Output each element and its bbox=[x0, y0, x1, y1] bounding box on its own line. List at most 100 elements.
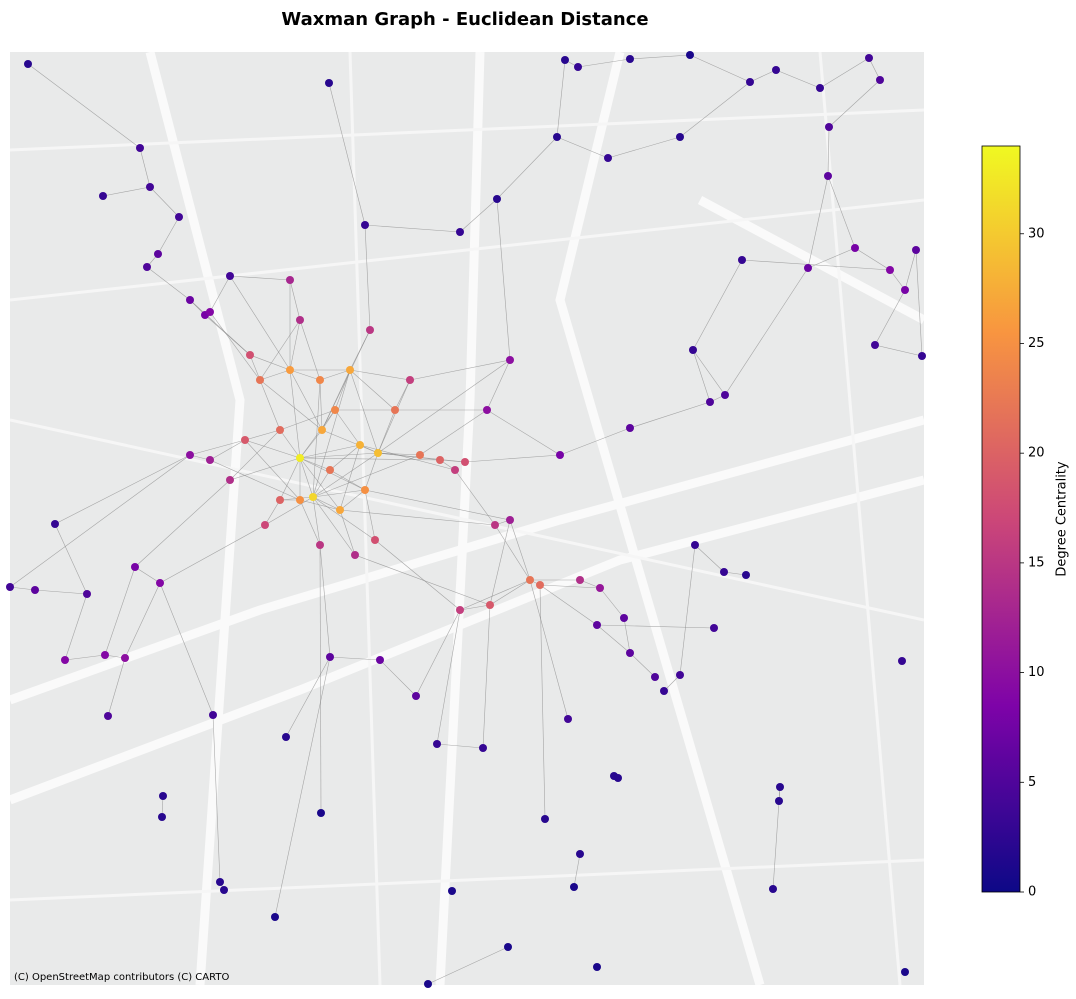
node bbox=[898, 657, 906, 665]
edge bbox=[623, 617, 631, 654]
node bbox=[351, 551, 359, 559]
node bbox=[491, 521, 499, 529]
edge bbox=[244, 439, 301, 501]
node bbox=[326, 466, 334, 474]
node bbox=[131, 563, 139, 571]
edge bbox=[489, 579, 531, 606]
node bbox=[286, 366, 294, 374]
edge bbox=[124, 582, 161, 659]
node bbox=[824, 172, 832, 180]
node bbox=[286, 276, 294, 284]
edge bbox=[827, 175, 856, 249]
node bbox=[686, 51, 694, 59]
edge bbox=[134, 479, 231, 568]
edge bbox=[159, 524, 266, 584]
edge bbox=[573, 853, 581, 888]
edge bbox=[334, 369, 351, 411]
edge bbox=[299, 499, 341, 511]
node bbox=[574, 63, 582, 71]
edge bbox=[349, 369, 396, 411]
node bbox=[451, 466, 459, 474]
edge bbox=[339, 509, 356, 556]
node bbox=[374, 449, 382, 457]
node bbox=[626, 649, 634, 657]
edge bbox=[349, 369, 379, 454]
node bbox=[424, 980, 432, 988]
node bbox=[226, 272, 234, 280]
node bbox=[825, 123, 833, 131]
edge bbox=[212, 714, 221, 883]
node bbox=[660, 687, 668, 695]
edge bbox=[559, 427, 631, 456]
edge bbox=[312, 489, 366, 498]
edge bbox=[354, 554, 491, 606]
node bbox=[691, 541, 699, 549]
edge bbox=[577, 58, 631, 68]
edge bbox=[486, 359, 511, 411]
node bbox=[316, 376, 324, 384]
edge bbox=[439, 459, 466, 463]
edge bbox=[279, 409, 336, 431]
edge bbox=[364, 224, 461, 233]
edge bbox=[828, 79, 881, 128]
edge bbox=[249, 354, 261, 381]
edge bbox=[377, 379, 411, 454]
node bbox=[479, 744, 487, 752]
colorbar-tick-label: 20 bbox=[1028, 446, 1045, 461]
node bbox=[561, 56, 569, 64]
edge bbox=[159, 582, 214, 716]
node bbox=[626, 55, 634, 63]
basemap bbox=[10, 52, 924, 985]
node bbox=[706, 398, 714, 406]
edge bbox=[312, 454, 421, 498]
node bbox=[506, 516, 514, 524]
node bbox=[804, 264, 812, 272]
edge bbox=[529, 579, 569, 720]
node bbox=[461, 458, 469, 466]
edge bbox=[229, 275, 291, 281]
edge bbox=[244, 439, 301, 459]
node bbox=[772, 66, 780, 74]
edge bbox=[436, 743, 484, 749]
edge bbox=[349, 329, 371, 371]
node bbox=[121, 654, 129, 662]
node bbox=[626, 424, 634, 432]
node bbox=[154, 250, 162, 258]
node bbox=[620, 614, 628, 622]
node bbox=[296, 496, 304, 504]
edge bbox=[379, 659, 417, 697]
edge bbox=[364, 452, 379, 491]
node bbox=[651, 673, 659, 681]
node bbox=[436, 456, 444, 464]
edge bbox=[319, 544, 331, 658]
edge bbox=[329, 656, 381, 661]
edge bbox=[104, 566, 136, 656]
edge bbox=[312, 452, 379, 498]
node bbox=[220, 886, 228, 894]
node bbox=[486, 601, 494, 609]
node bbox=[604, 154, 612, 162]
edge bbox=[679, 81, 751, 138]
node bbox=[146, 183, 154, 191]
node bbox=[918, 352, 926, 360]
edge bbox=[244, 429, 281, 441]
edge bbox=[264, 496, 314, 526]
node bbox=[433, 740, 441, 748]
edge bbox=[285, 656, 331, 738]
node bbox=[506, 356, 514, 364]
edge bbox=[539, 584, 598, 626]
node bbox=[346, 366, 354, 374]
edge bbox=[289, 369, 323, 431]
node bbox=[206, 456, 214, 464]
node bbox=[271, 913, 279, 921]
edge bbox=[459, 198, 498, 233]
edge bbox=[741, 259, 891, 271]
chart-title: Waxman Graph - Euclidean Distance bbox=[281, 9, 648, 30]
node bbox=[336, 506, 344, 514]
node bbox=[61, 656, 69, 664]
edge bbox=[229, 457, 301, 481]
edge bbox=[454, 469, 496, 526]
colorbar-tick-label: 0 bbox=[1028, 885, 1036, 900]
edge bbox=[139, 147, 151, 188]
